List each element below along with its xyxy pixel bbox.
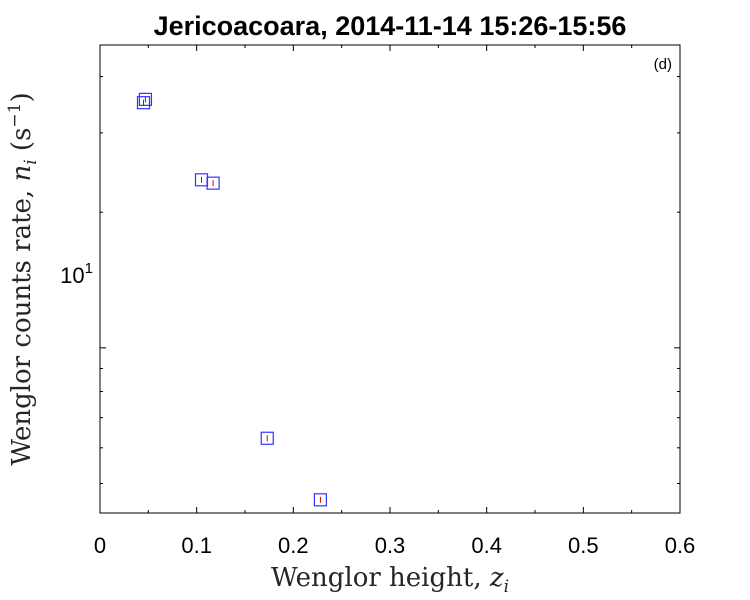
x-tick-label: 0.2 <box>278 533 309 558</box>
data-point <box>313 493 327 507</box>
panel-label: (d) <box>654 56 672 73</box>
x-tick-label: 0.1 <box>181 533 212 558</box>
y-tick-label-10: 101 <box>60 260 93 288</box>
data-point <box>260 431 274 445</box>
data-point <box>194 173 209 187</box>
x-tick-label: 0 <box>94 533 106 558</box>
square-marker <box>206 176 220 190</box>
x-axis: 0 0.1 0.2 0.3 0.4 0.5 0.6 <box>94 45 695 558</box>
square-marker <box>260 431 274 445</box>
y-axis-label: Wenglor counts rate, ni (s−1) <box>5 92 41 465</box>
data-points <box>136 92 327 507</box>
square-marker <box>136 96 151 110</box>
chart-title: Jericoacoara, 2014-11-14 15:26-15:56 <box>154 11 627 41</box>
square-marker <box>138 92 153 106</box>
data-point <box>136 96 151 110</box>
data-point <box>206 176 220 190</box>
x-tick-label: 0.5 <box>568 533 599 558</box>
y-axis <box>100 76 680 484</box>
x-tick-label: 0.4 <box>471 533 502 558</box>
data-point <box>138 92 153 106</box>
x-axis-label: Wenglor height, zi <box>271 563 509 597</box>
x-tick-label: 0.3 <box>375 533 406 558</box>
x-tick-label: 0.6 <box>665 533 696 558</box>
square-marker <box>313 493 327 507</box>
plot-area <box>99 44 681 514</box>
